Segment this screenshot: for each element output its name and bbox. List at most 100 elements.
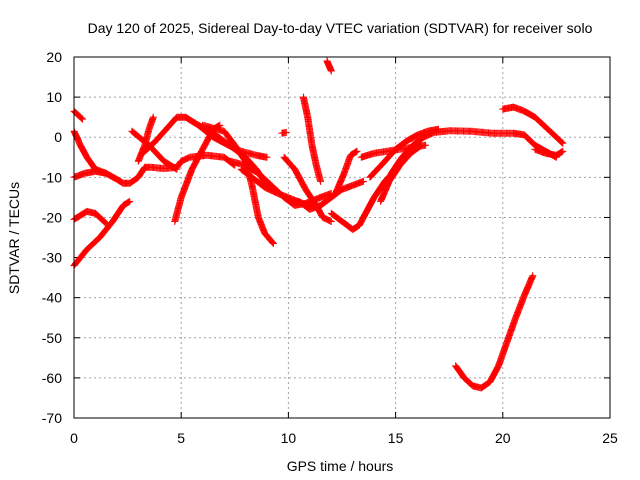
data-point-run bbox=[486, 363, 502, 386]
data-point-run bbox=[194, 121, 216, 140]
y-tick-label: -10 bbox=[42, 169, 62, 185]
y-tick-label: -70 bbox=[42, 410, 62, 426]
data-point-run bbox=[460, 374, 476, 389]
data-point-run bbox=[134, 164, 148, 181]
data-point-run bbox=[407, 142, 424, 157]
series-arc-14 bbox=[280, 153, 335, 225]
data-point-run bbox=[83, 234, 103, 253]
data-point-run bbox=[96, 218, 116, 241]
data-point-run bbox=[327, 209, 345, 225]
series-arc-24 bbox=[387, 127, 560, 177]
y-axis-label: SDTVAR / TECUs bbox=[6, 182, 22, 294]
series-arc-26 bbox=[531, 145, 567, 159]
data-point-run bbox=[477, 379, 493, 392]
data-points bbox=[70, 57, 567, 392]
data-point bbox=[353, 147, 361, 155]
data-point-run bbox=[355, 210, 369, 229]
data-point-run bbox=[91, 165, 109, 177]
data-point-run bbox=[291, 165, 309, 192]
data-point-run bbox=[413, 128, 431, 139]
data-point-run bbox=[237, 147, 259, 159]
data-point-run bbox=[177, 166, 195, 201]
data-point-run bbox=[531, 145, 549, 157]
data-point-run bbox=[91, 209, 109, 227]
data-point bbox=[529, 272, 537, 280]
data-point bbox=[559, 139, 567, 147]
data-point-run bbox=[495, 339, 511, 370]
data-point-run bbox=[261, 230, 277, 247]
data-point-run bbox=[552, 148, 566, 159]
data-point bbox=[269, 240, 277, 248]
data-point-run bbox=[510, 103, 527, 115]
data-point-run bbox=[362, 194, 378, 217]
y-tick-label: 0 bbox=[54, 129, 62, 145]
y-tick-label: -50 bbox=[42, 330, 62, 346]
data-point bbox=[263, 153, 271, 161]
data-point-run bbox=[254, 213, 268, 236]
data-point-run bbox=[109, 202, 127, 225]
data-point-run bbox=[306, 202, 323, 213]
data-point-run bbox=[347, 148, 360, 159]
data-point-run bbox=[520, 107, 538, 121]
data-point-run bbox=[552, 133, 566, 146]
data-point-run bbox=[370, 178, 388, 201]
data-point-run bbox=[237, 165, 255, 181]
data-point-run bbox=[76, 141, 90, 160]
data-point bbox=[359, 177, 367, 185]
data-point-run bbox=[520, 273, 536, 300]
series-arc-20 bbox=[327, 165, 400, 233]
data-point bbox=[317, 177, 325, 185]
data-point-run bbox=[128, 127, 152, 148]
data-point-run bbox=[227, 157, 248, 169]
x-tick-label: 5 bbox=[177, 430, 185, 446]
series-arc-19 bbox=[332, 147, 361, 197]
data-point-run bbox=[302, 185, 320, 208]
data-point-run bbox=[152, 126, 169, 145]
data-point bbox=[102, 169, 110, 177]
data-point-run bbox=[209, 133, 231, 149]
data-point-run bbox=[139, 138, 159, 157]
data-point-run bbox=[267, 181, 287, 201]
series-arc-27 bbox=[452, 272, 537, 392]
data-point-run bbox=[188, 146, 206, 173]
data-point bbox=[149, 113, 157, 121]
data-point-run bbox=[304, 113, 316, 148]
data-point-run bbox=[160, 157, 180, 173]
data-point-run bbox=[248, 181, 262, 220]
data-point-run bbox=[340, 152, 354, 177]
data-point-run bbox=[467, 127, 495, 137]
data-point-run bbox=[512, 293, 528, 322]
data-point bbox=[417, 141, 425, 149]
data-point-run bbox=[242, 161, 261, 177]
series-arc-16 bbox=[323, 57, 335, 75]
data-point-run bbox=[248, 173, 268, 191]
x-tick-label: 15 bbox=[388, 430, 404, 446]
x-axis-label: GPS time / hours bbox=[287, 458, 394, 474]
data-point bbox=[79, 115, 87, 123]
data-point bbox=[126, 197, 134, 205]
data-point-run bbox=[171, 195, 185, 225]
data-point-run bbox=[295, 197, 313, 213]
x-tick-label: 0 bbox=[70, 430, 78, 446]
data-point-run bbox=[280, 153, 298, 172]
series-arc-9 bbox=[171, 121, 224, 225]
y-tick-labels: -70 -60 -50 -40 -30 -20 -10 0 10 20 bbox=[42, 49, 62, 426]
data-point-run bbox=[203, 151, 227, 161]
series-arc-4 bbox=[70, 107, 87, 123]
data-point bbox=[559, 147, 567, 155]
data-point-run bbox=[182, 113, 201, 129]
data-point bbox=[282, 128, 290, 136]
y-tick-label: 10 bbox=[46, 89, 62, 105]
x-tick-label: 10 bbox=[281, 430, 297, 446]
series-arc-18 bbox=[295, 177, 367, 213]
data-point-run bbox=[220, 127, 238, 148]
data-point-run bbox=[338, 218, 356, 233]
series-arc-15 bbox=[299, 93, 325, 185]
data-point-run bbox=[402, 132, 420, 145]
chart-title: Day 120 of 2025, Sidereal Day-to-day VTE… bbox=[88, 20, 593, 36]
data-point-run bbox=[145, 114, 157, 133]
data-point-run bbox=[531, 113, 549, 130]
data-point-run bbox=[542, 123, 560, 140]
data-point-run bbox=[338, 182, 356, 193]
